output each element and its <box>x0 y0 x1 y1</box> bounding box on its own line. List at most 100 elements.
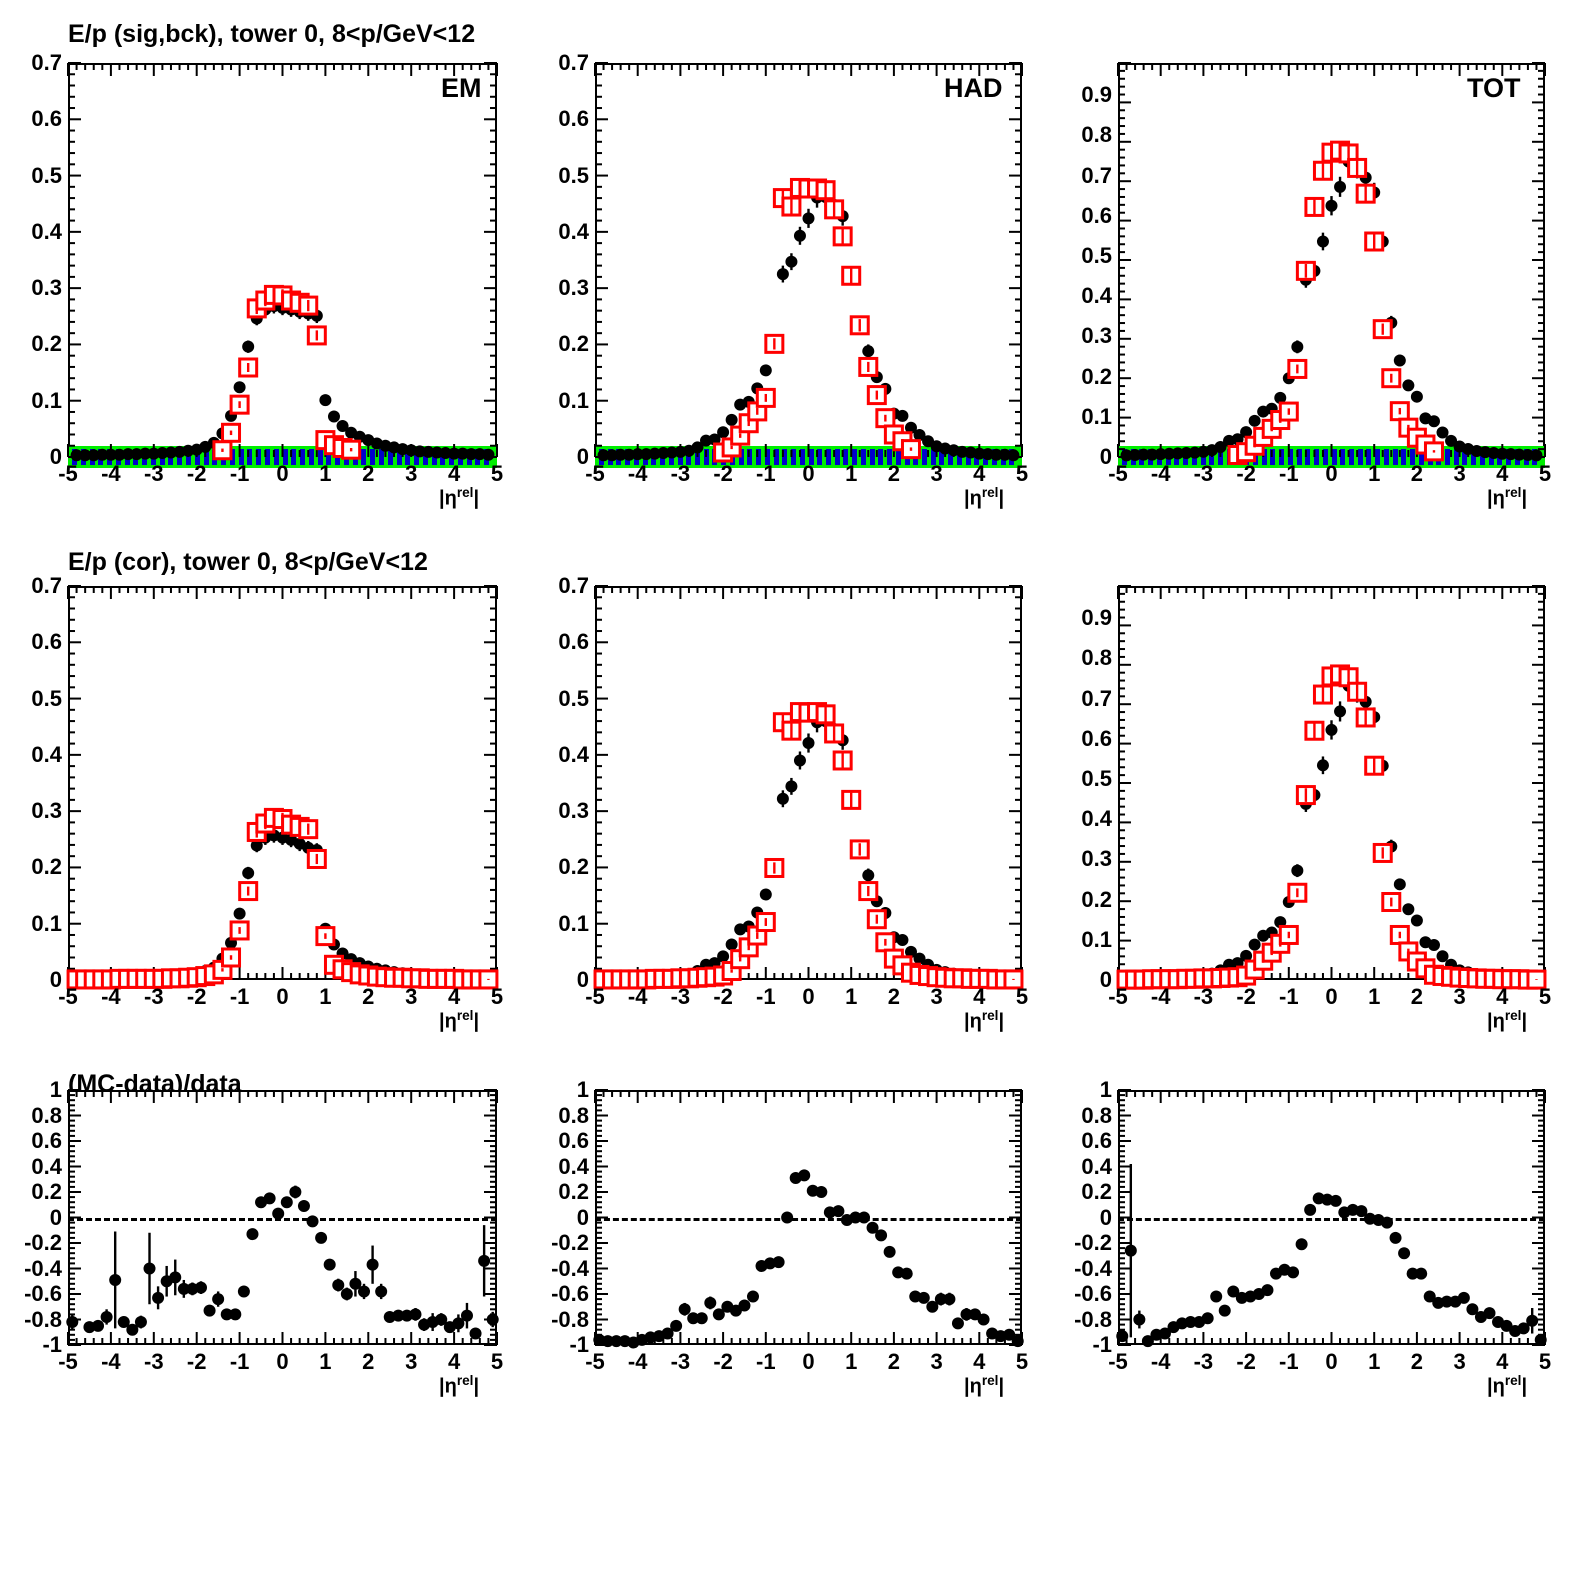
y-tick-label: 0.3 <box>1081 846 1112 872</box>
zero-band-tick <box>930 449 936 465</box>
zero-band-tick <box>1331 449 1337 465</box>
y-tick-label: 1 <box>1099 1077 1112 1102</box>
y-tick-label: 0.8 <box>1081 1102 1112 1128</box>
x-tick-label: 4 <box>447 984 461 1009</box>
zero-band-tick <box>869 449 875 465</box>
x-tick-label: -4 <box>1150 984 1171 1009</box>
y-tick-label: 0.6 <box>1081 1128 1112 1153</box>
zero-band-tick <box>948 449 954 465</box>
y-tick-label: 0.7 <box>1081 162 1112 188</box>
y-tick-label: -0.2 <box>551 1230 589 1255</box>
series-mc <box>66 807 499 990</box>
x-tick-label: 3 <box>930 984 943 1009</box>
series-mc <box>1116 664 1547 990</box>
zero-band-tick <box>895 449 901 465</box>
x-tick-label: -2 <box>713 461 733 486</box>
zero-band-tick <box>817 449 823 465</box>
zero-band-tick <box>414 449 420 465</box>
y-tick-label: 0 <box>1099 1204 1112 1230</box>
y-tick-label: 0.2 <box>1081 886 1112 912</box>
x-tick-label: -1 <box>756 984 776 1009</box>
zero-band-tick <box>939 449 945 465</box>
zero-band-tick <box>808 449 814 465</box>
y-tick-label: 1 <box>576 1077 589 1102</box>
zero-band-tick <box>1366 449 1372 465</box>
x-tick-label: 3 <box>405 984 418 1009</box>
zero-band-tick <box>1383 449 1389 465</box>
x-tick-label: 1 <box>319 461 332 486</box>
zero-band-tick <box>291 449 297 465</box>
x-tick-label: 3 <box>930 461 943 486</box>
zero-band-tick <box>843 449 849 465</box>
y-tick-label: -1 <box>42 1332 62 1357</box>
y-tick-label: 0.7 <box>558 50 589 75</box>
x-tick-label: 4 <box>973 984 986 1009</box>
series-mc <box>713 177 921 463</box>
x-tick-label: 3 <box>405 1349 418 1374</box>
zero-band-tick <box>238 449 244 465</box>
x-tick-label: -4 <box>627 1349 648 1374</box>
y-tick-label: -0.4 <box>1074 1255 1112 1281</box>
y-tick-label: -0.2 <box>24 1230 62 1255</box>
zero-reference-line <box>595 1217 1022 1221</box>
x-tick-label: -1 <box>229 984 250 1009</box>
panel-label-tot: TOT <box>1467 73 1521 103</box>
x-axis-title: |ηrel| <box>439 1008 480 1033</box>
y-tick-label: -0.6 <box>1074 1281 1112 1306</box>
y-tick-label: 0.1 <box>31 910 62 936</box>
zero-band-tick <box>747 449 753 465</box>
zero-band-tick <box>308 449 314 465</box>
zero-band-tick <box>317 449 323 465</box>
x-tick-label: 3 <box>1453 1349 1466 1374</box>
x-tick-label: 0 <box>276 461 289 486</box>
x-tick-label: -5 <box>585 984 605 1009</box>
y-tick-label: 0.5 <box>1081 242 1112 268</box>
x-tick-label: -5 <box>1108 1349 1128 1374</box>
zero-band-tick <box>791 449 797 465</box>
x-tick-label: 5 <box>490 984 504 1009</box>
x-tick-label: -3 <box>144 1349 164 1374</box>
x-tick-label: -4 <box>627 461 648 486</box>
y-tick-label: 0.6 <box>1081 725 1112 751</box>
y-tick-label: 0.2 <box>31 331 62 357</box>
y-tick-label: 0.1 <box>558 387 589 413</box>
x-axis-title: |ηrel| <box>439 1373 480 1398</box>
plot-frame <box>68 586 497 980</box>
y-tick-label: 0.7 <box>558 573 589 598</box>
x-axis-title: |ηrel| <box>964 485 1005 510</box>
x-tick-label: -5 <box>1108 461 1128 486</box>
y-tick-label: 0.1 <box>558 910 589 936</box>
y-tick-label: 0 <box>576 1204 589 1230</box>
x-tick-label: -5 <box>58 984 78 1009</box>
zero-band-tick <box>396 449 402 465</box>
zero-band-tick <box>1410 449 1416 465</box>
series-data <box>593 1169 1024 1349</box>
x-tick-label: 0 <box>276 1349 289 1374</box>
zero-band-tick <box>1444 449 1450 465</box>
y-tick-label: 0.4 <box>1081 283 1112 309</box>
x-tick-label: 1 <box>319 984 332 1009</box>
x-tick-label: 1 <box>845 461 858 486</box>
y-tick-label: -0.8 <box>1074 1306 1112 1332</box>
x-tick-label: 2 <box>362 984 375 1009</box>
zero-band-tick <box>782 449 788 465</box>
zero-band-tick <box>860 449 866 465</box>
y-tick-label: 0.9 <box>1081 605 1112 631</box>
y-tick-label: 0.7 <box>31 573 62 598</box>
x-tick-label: -1 <box>756 1349 776 1374</box>
x-tick-label: 3 <box>1453 461 1466 486</box>
plot-frame <box>1118 63 1545 457</box>
series-mc <box>593 702 1024 990</box>
zero-band-tick <box>326 449 332 465</box>
zero-band-tick <box>1348 449 1354 465</box>
y-tick-label: -0.2 <box>1074 1230 1112 1255</box>
x-tick-label: -3 <box>670 461 691 486</box>
x-tick-label: -5 <box>58 1349 78 1374</box>
x-tick-label: 4 <box>1496 1349 1509 1374</box>
